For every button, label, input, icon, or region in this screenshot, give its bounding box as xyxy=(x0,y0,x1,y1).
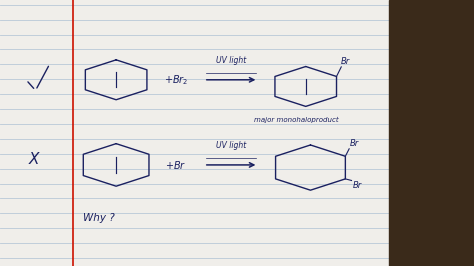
Text: major monohaloproduct: major monohaloproduct xyxy=(254,117,338,123)
Text: $+ Br_2$: $+ Br_2$ xyxy=(164,73,188,87)
Text: Br: Br xyxy=(341,57,350,66)
Bar xyxy=(389,0,474,266)
Text: Why ?: Why ? xyxy=(83,213,115,223)
Text: X: X xyxy=(28,152,39,167)
Text: UV light: UV light xyxy=(216,141,246,150)
Text: Br: Br xyxy=(353,181,362,190)
Text: UV light: UV light xyxy=(216,56,246,65)
Text: Br: Br xyxy=(350,139,359,148)
Text: $+ Br$: $+ Br$ xyxy=(165,159,187,171)
